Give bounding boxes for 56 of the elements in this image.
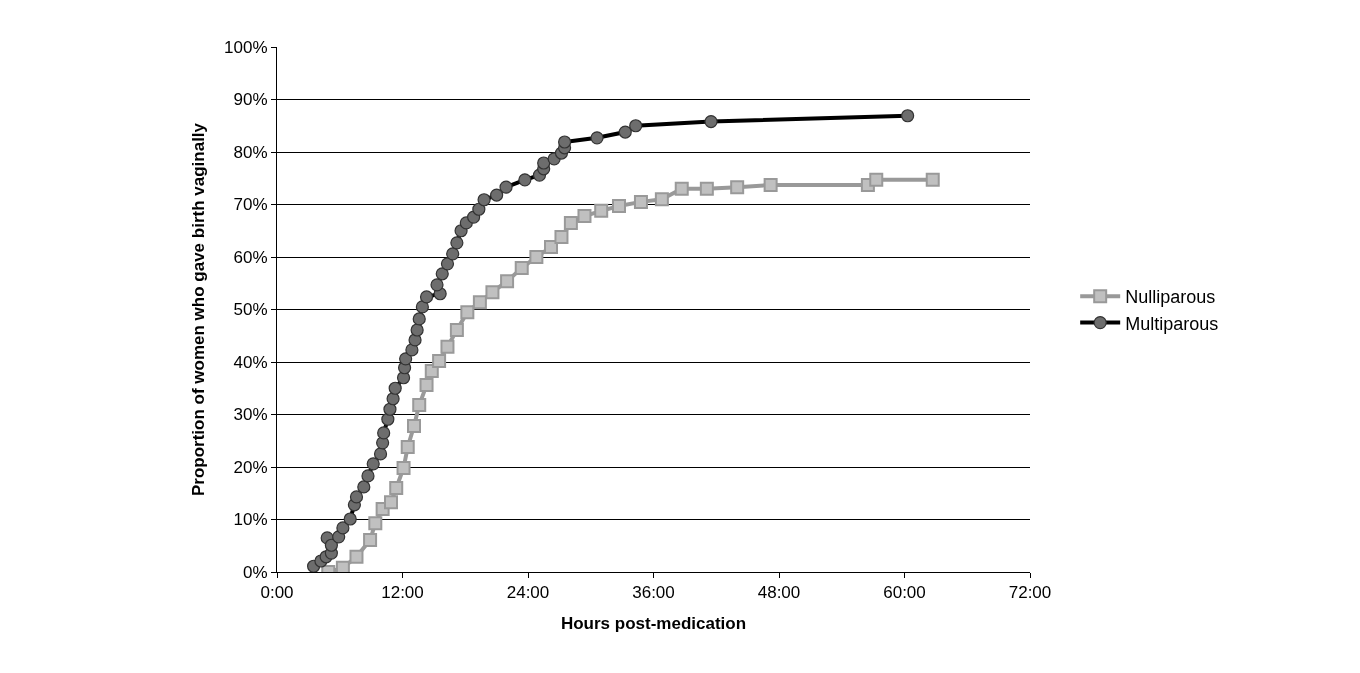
point xyxy=(730,180,745,195)
point xyxy=(500,274,515,289)
y-tick-label: 90% xyxy=(233,90,268,110)
y-tick-label: 70% xyxy=(233,195,268,215)
point xyxy=(407,419,421,434)
point xyxy=(368,516,383,531)
point xyxy=(699,181,714,196)
x-tick-label: 72:00 xyxy=(1008,583,1052,603)
point xyxy=(432,353,447,368)
point xyxy=(384,495,398,510)
point xyxy=(654,192,669,207)
y-tick-label: 50% xyxy=(233,300,268,320)
point xyxy=(449,322,464,337)
x-tick-label: 12:00 xyxy=(381,583,424,603)
point xyxy=(577,209,592,224)
y-axis-title: Proportion of women who gave birth vaginally xyxy=(188,122,208,497)
point xyxy=(514,261,529,276)
point xyxy=(349,549,364,564)
point xyxy=(472,295,487,310)
y-tick-label: 10% xyxy=(233,510,268,530)
point xyxy=(544,240,559,255)
point xyxy=(611,199,626,214)
point xyxy=(440,339,455,354)
legend-label: Multiparous xyxy=(1125,313,1219,334)
point xyxy=(412,398,427,413)
point xyxy=(400,440,415,455)
point xyxy=(460,305,475,320)
x-tick-label: 36:00 xyxy=(632,583,675,603)
x-tick-label: 60:00 xyxy=(883,583,926,603)
point xyxy=(594,203,609,218)
point xyxy=(529,250,544,264)
point xyxy=(363,532,378,547)
point xyxy=(554,230,569,245)
x-tick-label: 48:00 xyxy=(757,583,801,603)
y-tick-label: 60% xyxy=(233,247,268,267)
point xyxy=(763,178,778,193)
x-tick-label: 24:00 xyxy=(506,583,550,603)
point xyxy=(485,285,500,300)
y-tick-label: 40% xyxy=(233,352,268,372)
point xyxy=(419,378,434,393)
point xyxy=(389,481,404,495)
y-tick-label: 0% xyxy=(243,562,268,582)
y-tick-label: 100% xyxy=(224,37,268,57)
point xyxy=(869,172,884,187)
point xyxy=(396,461,411,476)
point xyxy=(335,560,350,572)
point xyxy=(674,181,689,196)
y-tick-label: 30% xyxy=(233,405,268,425)
point xyxy=(563,215,578,230)
legend-label: Nulliparous xyxy=(1125,287,1216,308)
x-axis-title: Hours post-medication xyxy=(560,613,747,633)
y-tick-label: 20% xyxy=(233,457,268,477)
point xyxy=(633,194,648,209)
point xyxy=(925,172,940,187)
x-tick-label: 0:00 xyxy=(260,583,294,603)
y-tick-label: 80% xyxy=(233,142,268,162)
